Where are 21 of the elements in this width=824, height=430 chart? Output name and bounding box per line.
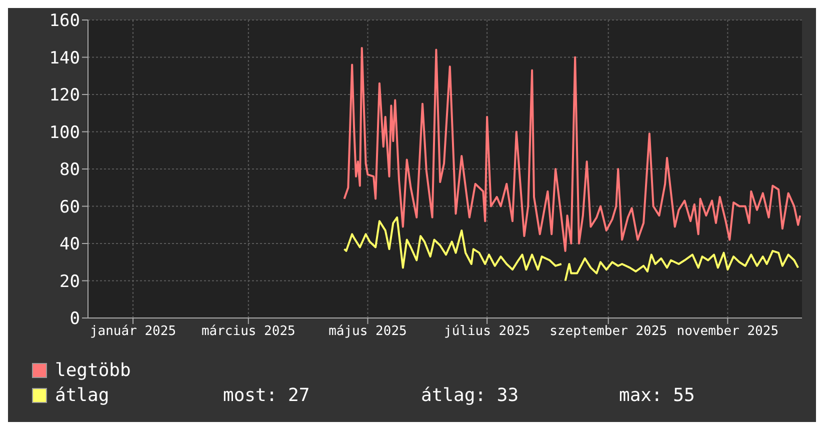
text: átlag: 33 <box>421 385 520 406</box>
y-tick-label: 20 <box>60 272 80 292</box>
y-tick-label: 0 <box>70 309 80 330</box>
legend-label: legtöbb <box>55 360 132 381</box>
y-tick-label: 100 <box>49 122 80 143</box>
text: most: 27 <box>223 385 311 406</box>
line-series <box>343 46 802 252</box>
x-tick-label: május 2025 <box>328 324 407 340</box>
legend-label: átlag <box>55 385 110 406</box>
y-tick-label: 160 <box>49 11 80 32</box>
y-tick-label: 40 <box>60 234 80 255</box>
y-tick-label: 120 <box>49 86 80 106</box>
y-tick-label: 80 <box>60 160 80 180</box>
x-tick-label: március 2025 <box>201 324 296 340</box>
y-tick-label: 140 <box>49 48 80 68</box>
x-tick-label: január 2025 <box>90 324 176 340</box>
text: max: 55 <box>619 385 696 406</box>
x-tick-label: július 2025 <box>444 324 530 340</box>
y-tick-label: 60 <box>60 197 80 218</box>
x-tick-label: november 2025 <box>676 324 779 340</box>
x-tick-label: szeptember 2025 <box>550 324 668 340</box>
